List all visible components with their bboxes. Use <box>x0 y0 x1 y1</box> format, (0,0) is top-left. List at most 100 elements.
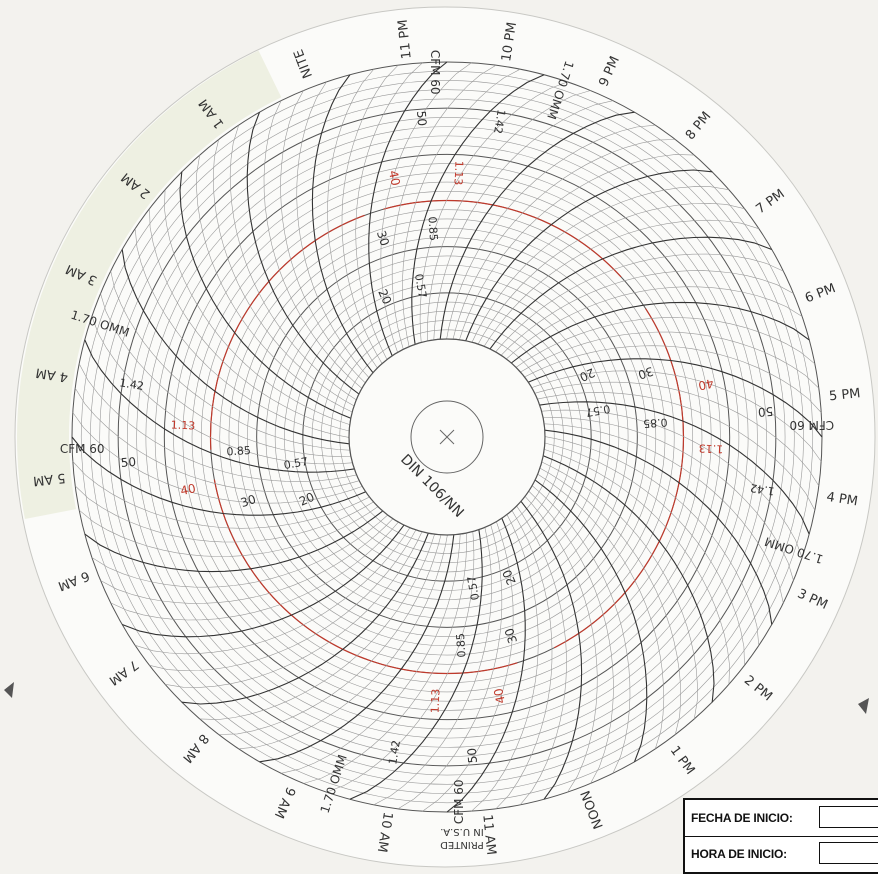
start-info-form: FECHA DE INICIO: HORA DE INICIO: <box>683 798 878 874</box>
minor-arc <box>326 531 475 793</box>
minor-arc <box>534 381 820 487</box>
minor-arc <box>541 409 803 558</box>
start-date-field[interactable] <box>819 806 878 828</box>
time-label: 11 AM <box>479 814 498 856</box>
printed-label: PRINTED IN U.S.A. <box>440 826 484 850</box>
omm-scale-label: 0.57 <box>412 273 429 299</box>
pin-marker-right <box>858 698 869 714</box>
cfm-scale-label: 50 <box>757 404 773 419</box>
grid-circle <box>182 172 712 702</box>
minor-arc <box>149 529 417 672</box>
cfm-scale-label: 30 <box>374 229 392 248</box>
minor-arc <box>72 461 370 529</box>
minor-arc <box>74 387 360 493</box>
hour-arc <box>534 479 648 762</box>
minor-arc <box>495 510 553 810</box>
minor-arc <box>539 467 682 735</box>
hour-arc <box>368 61 448 357</box>
hour-arc <box>465 169 713 342</box>
minor-arc <box>355 62 423 360</box>
minor-arc <box>446 124 656 340</box>
start-time-field[interactable] <box>819 842 878 864</box>
hour-arc <box>179 171 352 419</box>
minor-arc <box>341 64 399 364</box>
minor-arc <box>524 345 822 413</box>
minor-arc <box>199 534 435 720</box>
grid-circle <box>99 89 795 785</box>
omm-scale-label: 1.42 <box>386 739 403 765</box>
grid-circle <box>339 329 555 545</box>
minor-arc <box>327 69 378 369</box>
grid-circle <box>320 310 573 563</box>
minor-arc <box>419 81 568 343</box>
omm-scale-label: 0.85 <box>643 415 668 430</box>
minor-arc <box>238 534 448 750</box>
minor-arc <box>544 442 745 666</box>
cfm-scale-label: 40 <box>697 376 715 393</box>
minor-arc <box>296 81 370 378</box>
minor-arc <box>212 139 355 407</box>
hour-arc <box>349 529 483 800</box>
minor-arc <box>422 521 514 812</box>
cfm-scale-label: 20 <box>500 567 519 587</box>
minor-arc <box>373 527 492 806</box>
grid-circle <box>237 227 657 647</box>
hour-arc <box>520 500 583 800</box>
cfm-scale-label: 30 <box>502 626 520 645</box>
minor-arc <box>495 253 784 353</box>
highlight-circle <box>209 199 685 675</box>
cfm-scale-label: 30 <box>239 492 258 510</box>
outer-cfm-label: CFM 60 <box>452 779 466 824</box>
cfm-scale-label: 50 <box>120 455 136 470</box>
hour-arc <box>259 534 455 763</box>
minor-arc <box>516 505 567 805</box>
grid-circle <box>247 237 647 637</box>
minor-arc <box>427 90 591 342</box>
cfm-scale-label: 30 <box>636 364 655 382</box>
time-label: 4 AM <box>35 364 69 384</box>
minor-arc <box>471 514 539 812</box>
hour-arc <box>122 524 405 638</box>
cfm-scale-label: 40 <box>491 687 508 705</box>
major-grid-circle <box>302 292 592 582</box>
time-band <box>17 50 282 520</box>
minor-arc <box>91 514 388 588</box>
omm-scale-label: 0.57 <box>283 455 309 472</box>
time-label: 4 PM <box>825 490 858 510</box>
minor-arc <box>402 68 521 347</box>
hour-arc <box>446 517 526 813</box>
grid-circle <box>108 98 786 776</box>
omm-scale-label: 0.85 <box>226 444 251 459</box>
minor-arc <box>110 521 399 621</box>
grid-circle <box>80 70 814 804</box>
minor-arc <box>165 531 423 688</box>
minor-arc <box>506 286 803 360</box>
omm-scale-label: 1.42 <box>119 376 145 393</box>
center-hole <box>410 400 484 474</box>
minor-arc <box>544 423 784 603</box>
grid-circle <box>127 117 767 757</box>
grid-circle <box>274 264 620 610</box>
grid-circle <box>173 163 721 711</box>
minor-arc <box>459 154 695 340</box>
minor-arc <box>477 202 745 345</box>
minor-arc <box>544 449 730 685</box>
grid-circle <box>228 218 666 656</box>
minor-arc <box>483 219 759 347</box>
omm-scale-label: 0.57 <box>585 402 611 419</box>
center-mark-icon <box>439 429 455 445</box>
cfm-scale-label: 40 <box>386 169 403 187</box>
hour-arc <box>84 510 384 573</box>
minor-arc <box>78 363 357 482</box>
omm-scale-label: 1.13 <box>451 161 465 186</box>
minor-arc <box>100 293 352 457</box>
cfm-scale-label: 20 <box>375 287 394 307</box>
minor-arc <box>149 208 350 432</box>
grid-circle <box>293 283 601 591</box>
grid-circle <box>191 181 703 693</box>
hour-arc <box>121 249 350 445</box>
hour-arc <box>71 436 367 516</box>
minor-arc <box>433 100 613 340</box>
minor-arc <box>218 534 442 735</box>
